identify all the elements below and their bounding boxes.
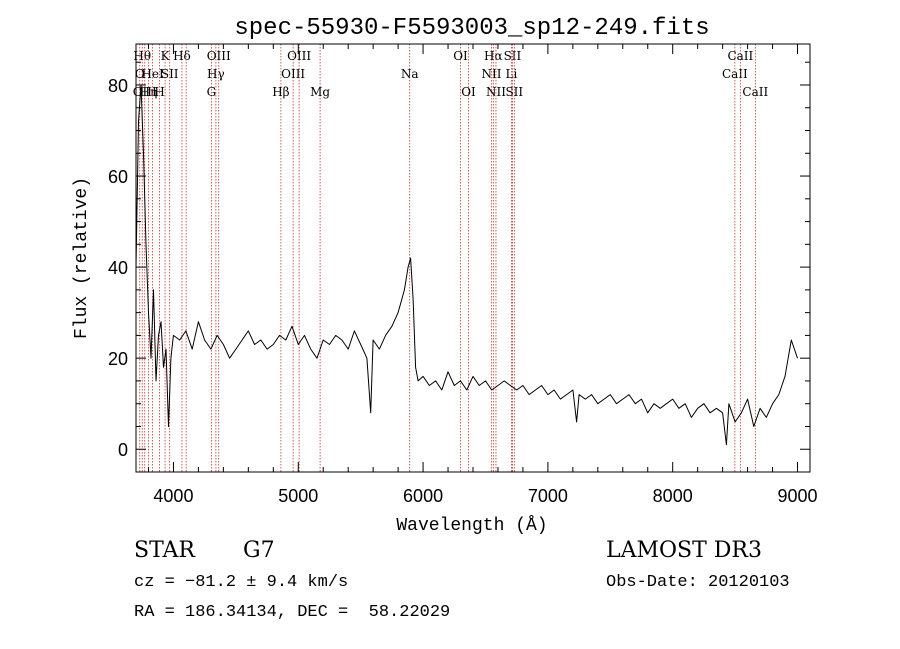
y-tick-label-4: 80	[108, 76, 128, 96]
marker-label-4: HeI	[141, 67, 164, 81]
marker-label-10: G	[207, 85, 217, 99]
marker-label-28: CaII	[742, 85, 768, 99]
plot-frame	[135, 43, 811, 473]
marker-label-13: Hβ	[272, 85, 289, 99]
y-tick-label-1: 20	[108, 349, 128, 369]
x-tick-label-3: 7000	[528, 486, 568, 506]
marker-label-18: OI	[453, 49, 468, 63]
marker-label-7: SII	[161, 67, 179, 81]
marker-label-14: OIII	[281, 67, 305, 81]
object-class: STAR	[134, 538, 195, 563]
marker-label-16: Mg	[310, 85, 330, 99]
marker-label-2: OIII	[133, 85, 157, 99]
axis-ticks: 4000 5000 6000 7000 8000 9000 0 20 40 60 80	[108, 44, 818, 506]
marker-label-1: Hθ	[133, 49, 151, 63]
chart-title: spec-55930-F5593003_sp12-249.fits	[234, 15, 709, 42]
object-subclass: G7	[243, 538, 275, 563]
x-tick-label-1: 5000	[278, 486, 318, 506]
x-tick-label-4: 8000	[653, 486, 693, 506]
x-tick-label-5: 9000	[777, 486, 817, 506]
marker-label-11: Hγ	[207, 67, 225, 81]
marker-label-21: Hα	[484, 49, 503, 63]
marker-label-17: Na	[401, 67, 419, 81]
y-tick-label-0: 0	[118, 440, 128, 460]
spectrum-series	[135, 84, 798, 446]
marker-label-15: OIII	[287, 49, 311, 63]
marker-label-27: CaII	[727, 49, 753, 63]
x-tick-label-2: 6000	[403, 486, 443, 506]
y-tick-label-3: 60	[108, 167, 128, 187]
spectrum-line-0	[135, 84, 798, 446]
marker-label-23: Li	[506, 67, 518, 81]
marker-label-5: H	[154, 85, 164, 99]
y-tick-label-2: 40	[108, 258, 128, 278]
marker-label-24: SII	[504, 49, 522, 63]
marker-label-8: Hδ	[173, 49, 191, 63]
survey-name: LAMOST DR3	[606, 538, 762, 563]
redshift-value: cz = −81.2 ± 9.4 km/s	[134, 573, 349, 592]
marker-label-22: NII	[486, 85, 506, 99]
marker-label-12: OIII	[207, 49, 231, 63]
y-axis-label: Flux (relative)	[72, 177, 92, 339]
coordinates: RA = 186.34134, DEC = 58.22029	[134, 603, 451, 622]
marker-label-25: SII	[505, 85, 523, 99]
x-tick-label-0: 4000	[153, 486, 193, 506]
marker-label-19: OI	[461, 85, 476, 99]
marker-label-26: CaII	[722, 67, 748, 81]
marker-label-0: O	[135, 67, 145, 81]
marker-label-6: K	[161, 49, 171, 63]
x-axis-label: Wavelength (Å)	[396, 515, 547, 536]
observation-date: Obs-Date: 20120103	[606, 573, 790, 592]
emission-line-markers: OHθOIIIHηHeIHKSIIHδGHγOIIIHβOIIIOIIIMgNa…	[133, 44, 768, 472]
marker-label-20: NII	[481, 67, 501, 81]
